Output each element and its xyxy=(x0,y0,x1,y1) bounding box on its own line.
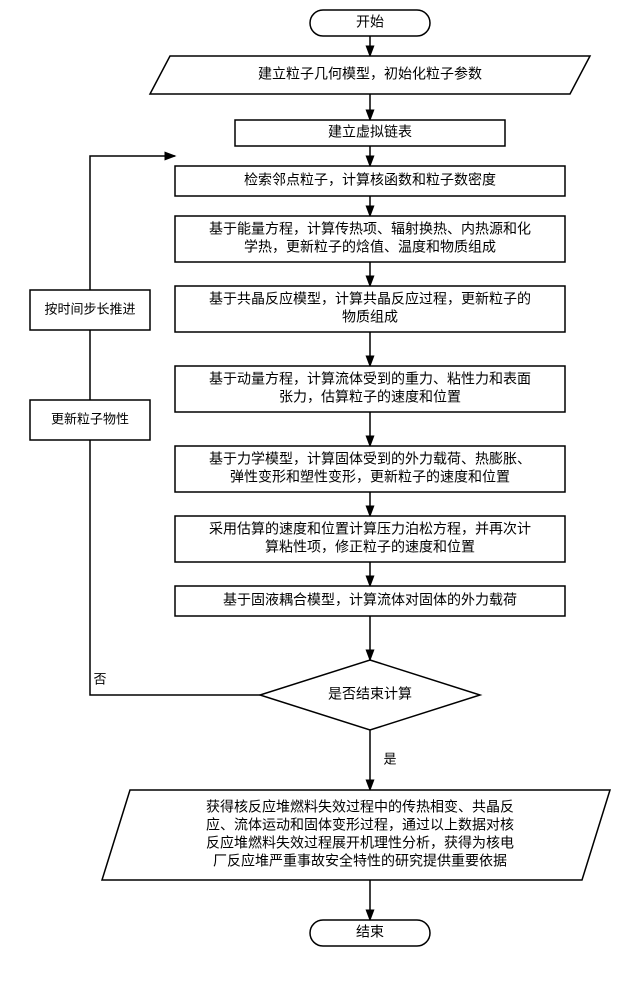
output-line3: 反应堆燃料失效过程展开机理性分析，获得为核电 xyxy=(206,835,514,851)
side-time-label: 按时间步长推进 xyxy=(44,301,135,316)
no-label: 否 xyxy=(93,671,106,686)
coupling-label: 基于固液耦合模型，计算流体对固体的外力载荷 xyxy=(223,592,517,608)
side-prop-label: 更新粒子物性 xyxy=(51,411,129,426)
output-line1: 获得核反应堆燃料失效过程中的传热相变、共晶反 xyxy=(206,799,514,815)
energy-line2: 学热，更新粒子的焓值、温度和物质组成 xyxy=(244,239,496,255)
mech-line2: 弹性变形和塑性变形，更新粒子的速度和位置 xyxy=(230,469,510,485)
start-label: 开始 xyxy=(356,14,384,30)
init-label: 建立粒子几何模型，初始化粒子参数 xyxy=(258,66,482,82)
mech-line1: 基于力学模型，计算固体受到的外力载荷、热膨胀、 xyxy=(209,451,531,467)
eutectic-line2: 物质组成 xyxy=(342,309,398,325)
decision-label: 是否结束计算 xyxy=(328,686,412,702)
output-line2: 应、流体运动和固体变形过程，通过以上数据对核 xyxy=(206,817,514,833)
yes-label: 是 xyxy=(383,751,396,766)
kernel-label: 检索邻点粒子，计算核函数和粒子数密度 xyxy=(244,172,496,188)
momentum-line1: 基于动量方程，计算流体受到的重力、粘性力和表面 xyxy=(209,371,531,387)
momentum-line2: 张力，估算粒子的速度和位置 xyxy=(279,389,461,405)
flowchart-root: 开始 建立粒子几何模型，初始化粒子参数 建立虚拟链表 检索邻点粒子，计算核函数和… xyxy=(0,0,639,1000)
energy-line1: 基于能量方程，计算传热项、辐射换热、内热源和化 xyxy=(209,221,531,237)
output-line4: 厂反应堆严重事故安全特性的研究提供重要依据 xyxy=(213,853,507,869)
eutectic-line1: 基于共晶反应模型，计算共晶反应过程，更新粒子的 xyxy=(209,291,531,307)
linklist-label: 建立虚拟链表 xyxy=(328,124,412,140)
end-label: 结束 xyxy=(356,924,384,940)
poisson-line2: 算粘性项，修正粒子的速度和位置 xyxy=(265,539,475,555)
no-path-seg3 xyxy=(90,156,175,290)
poisson-line1: 采用估算的速度和位置计算压力泊松方程，并再次计 xyxy=(209,521,531,537)
